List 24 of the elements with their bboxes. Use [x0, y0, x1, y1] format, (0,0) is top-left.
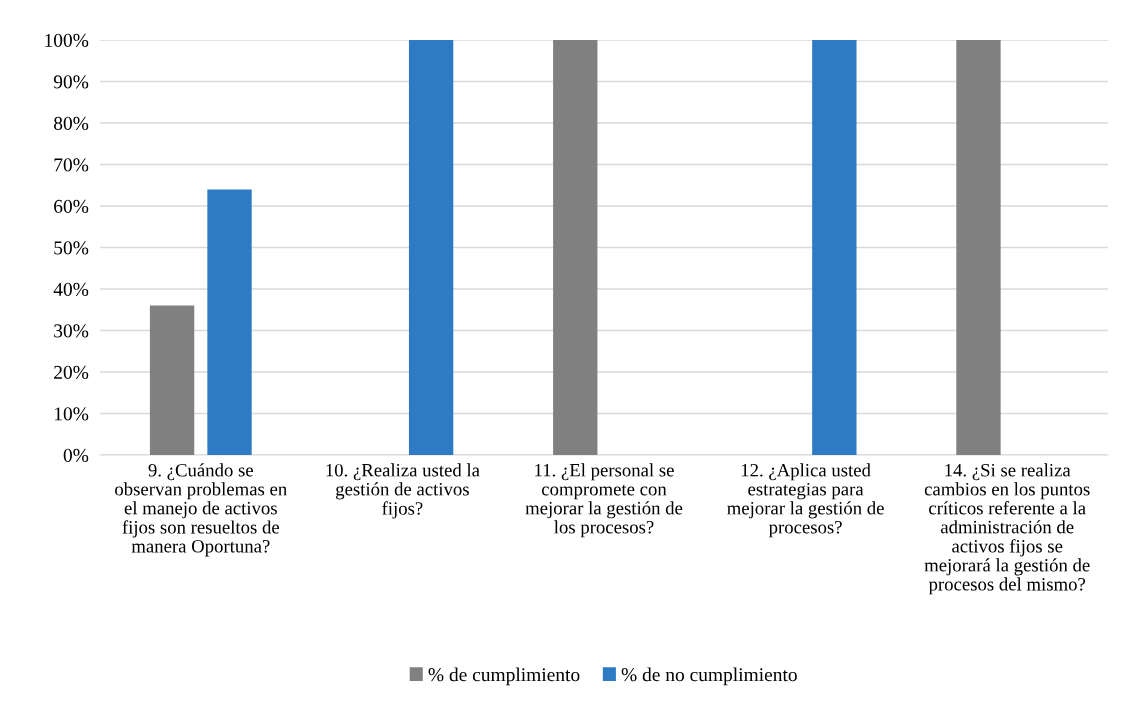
y-tick-label: 30% — [54, 324, 89, 338]
y-tick-label: 70% — [54, 158, 89, 172]
x-tick-label: 12. ¿Aplica usted estrategias para mejorar la gestión de procesos? — [727, 463, 884, 538]
bar — [956, 40, 1001, 455]
y-tick-label: 60% — [54, 199, 89, 213]
y-tick-label: 100% — [45, 33, 89, 47]
y-tick-label: 0% — [63, 448, 89, 462]
y-tick-label: 20% — [54, 365, 89, 379]
legend-label: % de cumplimiento — [428, 667, 580, 686]
bar — [812, 40, 857, 455]
x-tick-label: 9. ¿Cuándo se observan problemas en el manejo de activos fijos son resueltos de manera Oportuna? — [115, 463, 287, 557]
x-tick-label: 10. ¿Realiza usted la gestión de activos fijos? — [326, 463, 480, 519]
bar — [149, 305, 195, 455]
bar — [553, 40, 598, 455]
y-tick-label: 80% — [53, 116, 89, 130]
x-tick-label: 14. ¿Si se realiza cambios en los puntos críticos referente a la administración de activos fijos se mejorará la gestión de procesos del mismo? — [924, 463, 1090, 595]
y-tick-label: 40% — [53, 282, 89, 296]
bar — [207, 189, 252, 455]
bar — [408, 40, 454, 455]
y-tick-label: 10% — [54, 407, 89, 421]
y-tick-label: 50% — [54, 241, 89, 255]
legend-label: % de no cumplimiento — [621, 667, 797, 686]
y-tick-label: 90% — [53, 75, 89, 89]
x-tick-label: 11. ¿El personal se compromete con mejorar la gestión de los procesos? — [525, 463, 683, 538]
